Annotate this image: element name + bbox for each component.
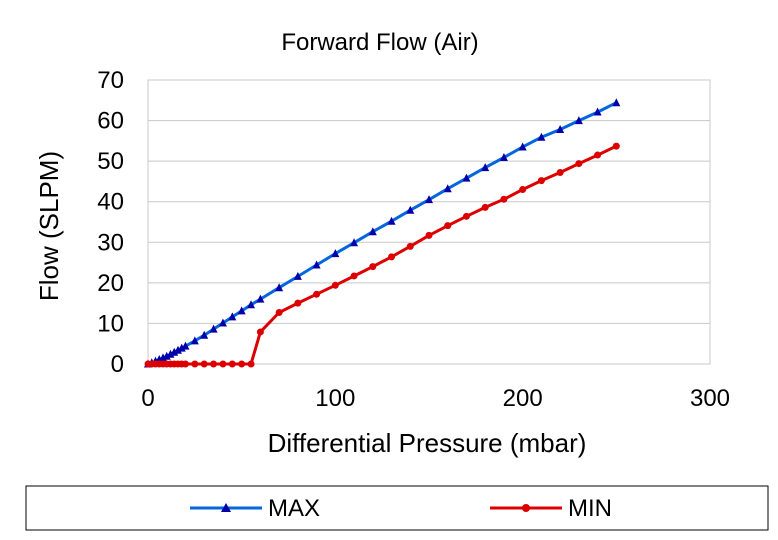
legend-marker-max [221,503,231,512]
chart-title: Forward Flow (Air) [281,29,478,56]
y-tick-label: 20 [97,270,124,297]
data-point-max [443,184,452,193]
legend-label-min: MIN [568,495,612,522]
data-point-min [519,186,527,194]
plot-area [147,79,711,365]
data-point-max [228,312,237,321]
data-point-max [218,318,227,327]
y-axis: 0 10 20 30 40 50 60 70 [97,67,124,378]
data-point-max [166,349,175,358]
x-tick-label: 200 [503,385,543,412]
data-point-max [425,195,433,204]
data-point-min [191,360,199,368]
data-point-max [237,306,246,315]
data-point-max [190,336,199,345]
data-point-min [219,360,227,368]
data-point-max [499,152,508,161]
data-point-min [369,263,377,271]
data-point-min [181,360,189,368]
data-point-max [200,330,209,339]
data-point-max [170,347,179,356]
data-point-min [481,203,489,211]
data-point-min [350,272,358,280]
data-point-max [574,116,583,125]
data-point-min [575,160,583,168]
legend-box [25,485,769,531]
legend-item-min: MIN [490,495,612,522]
data-point-max [209,324,218,333]
data-point-max [177,343,186,352]
data-point-max [350,238,359,247]
data-point-max [537,132,546,141]
data-point-min [556,169,564,177]
data-point-min [406,242,414,250]
data-point-min [462,212,470,220]
data-point-min [294,299,302,307]
y-tick-label: 60 [97,108,124,135]
data-point-min [256,328,264,336]
data-point-max [247,300,256,309]
data-point-max [312,260,321,269]
data-point-max [612,98,621,107]
data-point-min [388,253,396,261]
legend-marker-min [522,504,530,512]
legend-item-max: MAX [190,495,320,522]
data-point-max [181,341,190,350]
data-point-max [173,345,182,354]
legend-label-max: MAX [268,495,320,522]
y-tick-label: 30 [97,229,124,256]
data-point-max [387,216,396,225]
x-tick-label: 300 [690,385,730,412]
series-line-max [147,101,617,366]
data-point-max [593,107,602,116]
y-tick-label: 0 [111,351,124,378]
data-point-min [228,360,236,368]
data-point-min [425,231,433,239]
data-point-min [210,360,218,368]
data-point-min [238,360,246,368]
series-max [144,98,621,368]
data-point-max [256,294,265,303]
data-point-min [247,360,255,368]
x-axis: 0 100 200 300 [141,385,730,412]
data-point-max [462,173,471,182]
data-point-min [313,290,321,298]
data-point-max [556,124,565,133]
data-point-max [275,283,284,292]
y-tick-label: 40 [97,189,124,216]
data-point-min [612,142,620,150]
data-point-min [594,151,602,159]
grid [148,79,710,365]
y-tick-label: 10 [97,310,124,337]
data-point-max [162,351,171,360]
data-point-min [275,308,283,316]
y-axis-label: Flow (SLPM) [34,151,64,301]
data-point-min [331,281,339,289]
data-point-min [200,360,208,368]
data-point-max [368,227,377,236]
data-point-max [481,163,490,172]
data-point-min [537,177,545,185]
data-point-min [500,195,508,203]
x-axis-label: Differential Pressure (mbar) [268,428,587,458]
data-point-max [293,271,302,280]
x-tick-label: 0 [141,385,154,412]
y-tick-label: 70 [97,67,124,94]
series-group [144,98,621,368]
data-point-max [406,205,415,214]
y-tick-label: 50 [97,148,124,175]
data-point-max [331,249,340,258]
data-point-min [444,222,452,230]
series-line-min [148,144,617,366]
x-tick-label: 100 [315,385,355,412]
data-point-max [518,142,527,151]
series-min [144,142,620,368]
